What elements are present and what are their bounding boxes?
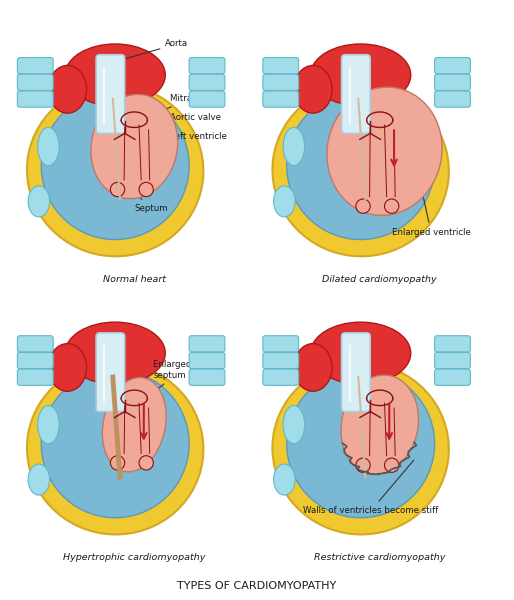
Ellipse shape bbox=[28, 464, 49, 495]
Ellipse shape bbox=[48, 65, 86, 113]
Ellipse shape bbox=[65, 322, 166, 384]
FancyBboxPatch shape bbox=[17, 74, 53, 91]
Text: Mitral valve: Mitral valve bbox=[142, 94, 221, 117]
Ellipse shape bbox=[327, 87, 442, 215]
Ellipse shape bbox=[356, 458, 370, 472]
FancyBboxPatch shape bbox=[189, 369, 225, 385]
Ellipse shape bbox=[272, 85, 449, 256]
Ellipse shape bbox=[273, 186, 295, 217]
FancyBboxPatch shape bbox=[17, 352, 53, 368]
FancyBboxPatch shape bbox=[435, 91, 470, 107]
Ellipse shape bbox=[102, 377, 166, 472]
Ellipse shape bbox=[139, 455, 153, 470]
Ellipse shape bbox=[356, 199, 370, 214]
Ellipse shape bbox=[294, 344, 332, 391]
FancyBboxPatch shape bbox=[263, 369, 299, 385]
Text: Aorta: Aorta bbox=[113, 40, 189, 62]
Ellipse shape bbox=[310, 322, 411, 384]
FancyBboxPatch shape bbox=[435, 74, 470, 91]
Text: Hypertrophic cardiomyopathy: Hypertrophic cardiomyopathy bbox=[63, 553, 206, 562]
FancyBboxPatch shape bbox=[263, 336, 299, 352]
Text: Septum: Septum bbox=[120, 177, 168, 213]
Text: TYPES OF CARDIOMYOPATHY: TYPES OF CARDIOMYOPATHY bbox=[177, 581, 337, 591]
FancyBboxPatch shape bbox=[435, 58, 470, 74]
Ellipse shape bbox=[272, 362, 449, 535]
Text: Enlarged stiff
septum: Enlarged stiff septum bbox=[130, 360, 211, 411]
Ellipse shape bbox=[111, 455, 125, 470]
FancyBboxPatch shape bbox=[189, 352, 225, 368]
Text: Aortic valve: Aortic valve bbox=[130, 113, 221, 131]
Text: Dilated cardiomyopathy: Dilated cardiomyopathy bbox=[322, 275, 437, 284]
Text: Left ventricle: Left ventricle bbox=[144, 133, 227, 146]
FancyBboxPatch shape bbox=[189, 74, 225, 91]
Ellipse shape bbox=[287, 92, 435, 239]
Ellipse shape bbox=[283, 127, 305, 166]
Ellipse shape bbox=[384, 458, 399, 472]
FancyBboxPatch shape bbox=[342, 333, 370, 412]
Ellipse shape bbox=[27, 85, 204, 256]
FancyBboxPatch shape bbox=[342, 55, 370, 133]
FancyBboxPatch shape bbox=[189, 91, 225, 107]
FancyBboxPatch shape bbox=[189, 336, 225, 352]
FancyBboxPatch shape bbox=[189, 58, 225, 74]
Ellipse shape bbox=[273, 464, 295, 495]
Ellipse shape bbox=[28, 186, 49, 217]
Ellipse shape bbox=[384, 199, 399, 214]
Ellipse shape bbox=[38, 127, 59, 166]
Text: Restrictive cardiomyopathy: Restrictive cardiomyopathy bbox=[314, 553, 446, 562]
FancyBboxPatch shape bbox=[17, 91, 53, 107]
Ellipse shape bbox=[341, 375, 418, 475]
Ellipse shape bbox=[65, 44, 166, 106]
FancyBboxPatch shape bbox=[263, 352, 299, 368]
FancyBboxPatch shape bbox=[435, 336, 470, 352]
FancyBboxPatch shape bbox=[96, 333, 125, 412]
Ellipse shape bbox=[27, 362, 204, 535]
Ellipse shape bbox=[91, 94, 178, 199]
FancyBboxPatch shape bbox=[17, 369, 53, 385]
FancyBboxPatch shape bbox=[263, 74, 299, 91]
Ellipse shape bbox=[48, 344, 86, 391]
Ellipse shape bbox=[111, 182, 125, 197]
FancyBboxPatch shape bbox=[17, 58, 53, 74]
FancyBboxPatch shape bbox=[263, 91, 299, 107]
FancyBboxPatch shape bbox=[435, 352, 470, 368]
Text: Enlarged ventricle: Enlarged ventricle bbox=[392, 197, 470, 237]
Ellipse shape bbox=[283, 406, 305, 444]
Text: Normal heart: Normal heart bbox=[103, 275, 166, 284]
Ellipse shape bbox=[310, 44, 411, 106]
Ellipse shape bbox=[294, 65, 332, 113]
Ellipse shape bbox=[38, 406, 59, 444]
Ellipse shape bbox=[41, 370, 189, 518]
Ellipse shape bbox=[287, 370, 435, 518]
FancyBboxPatch shape bbox=[96, 55, 125, 133]
Ellipse shape bbox=[139, 182, 153, 197]
Text: Walls of ventricles become stiff: Walls of ventricles become stiff bbox=[303, 460, 438, 515]
FancyBboxPatch shape bbox=[263, 58, 299, 74]
FancyBboxPatch shape bbox=[17, 336, 53, 352]
Ellipse shape bbox=[41, 92, 189, 239]
FancyBboxPatch shape bbox=[435, 369, 470, 385]
